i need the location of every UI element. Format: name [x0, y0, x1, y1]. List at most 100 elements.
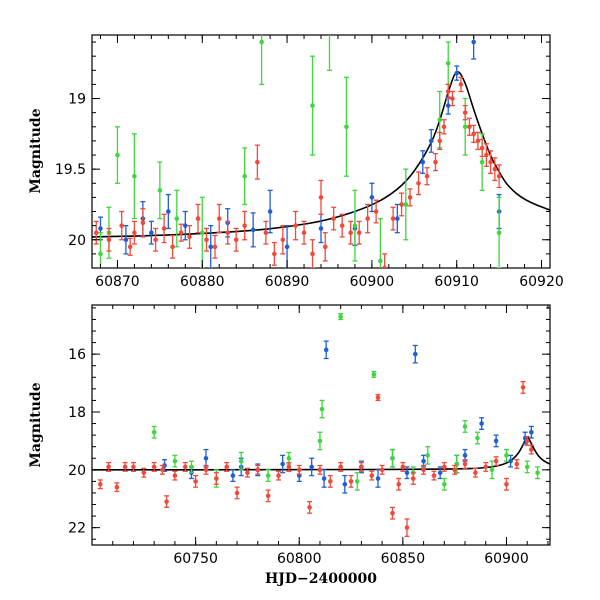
bottom-data-point	[193, 474, 199, 488]
bottom-data-point	[319, 399, 325, 419]
top-data-point	[433, 152, 438, 172]
bottom-data-point	[203, 448, 209, 468]
top-data-point	[343, 76, 349, 177]
bottom-data-point	[203, 464, 209, 475]
bottom-data-point	[172, 470, 178, 481]
top-y-tick-label: 20	[68, 233, 86, 249]
top-data-point	[242, 147, 248, 206]
bottom-data-point	[514, 459, 520, 470]
bottom-data-point	[369, 470, 375, 481]
bottom-data-point	[441, 461, 447, 472]
bottom-data-point	[389, 506, 395, 520]
bottom-data-point	[520, 380, 526, 394]
top-data-point	[416, 171, 422, 196]
bottom-y-tick-label: 22	[68, 521, 86, 537]
top-data-point	[352, 189, 358, 262]
bottom-data-point	[323, 340, 329, 360]
top-data-point	[170, 234, 176, 259]
bottom-x-tick-label: 60900	[484, 551, 529, 567]
bottom-data-point	[474, 431, 480, 445]
top-data-point	[496, 164, 502, 189]
bottom-data-point	[358, 461, 364, 472]
bottom-data-point	[276, 470, 282, 481]
top-data-point	[242, 210, 248, 241]
top-data-point	[466, 117, 472, 136]
top-data-point	[479, 138, 485, 158]
bottom-data-point	[493, 434, 499, 448]
top-data-point	[488, 150, 494, 175]
top-data-point	[280, 224, 286, 255]
top-data-point	[301, 220, 307, 245]
bottom-data-point	[338, 461, 344, 472]
top-data-point	[195, 203, 201, 234]
top-data-point	[331, 206, 337, 231]
bottom-data-point	[348, 474, 354, 488]
top-data-point	[318, 213, 324, 244]
top-x-tick-label: 60880	[180, 274, 225, 290]
bottom-data-point	[230, 469, 236, 483]
bottom-data-point	[437, 466, 443, 480]
top-data-point	[259, 35, 265, 86]
top-data-point	[263, 220, 269, 245]
top-data-point	[310, 55, 316, 156]
top-data-point	[140, 208, 146, 238]
bottom-data-points	[97, 313, 541, 537]
bottom-data-point	[528, 444, 534, 455]
bottom-y-tick-label: 18	[68, 405, 86, 421]
top-x-tick-label: 60900	[350, 274, 395, 290]
top-data-point	[123, 224, 129, 255]
bottom-y-axis-title: Magnitude	[28, 382, 44, 467]
bottom-data-point	[389, 448, 395, 468]
bottom-data-point	[238, 451, 244, 471]
top-data-point	[471, 35, 477, 60]
bottom-data-point	[479, 417, 485, 430]
top-data-point	[131, 133, 137, 220]
bottom-data-point	[371, 370, 377, 378]
top-data-point	[356, 220, 362, 245]
top-data-point	[394, 203, 400, 234]
top-data-point	[250, 212, 256, 248]
top-data-point	[93, 220, 99, 245]
bottom-data-point	[244, 467, 250, 478]
top-data-point	[318, 179, 324, 215]
bottom-data-point	[317, 431, 323, 451]
bottom-data-point	[425, 446, 431, 465]
bottom-data-point	[404, 466, 410, 480]
bottom-data-point	[122, 461, 128, 472]
top-data-point	[326, 35, 332, 71]
bottom-data-point	[375, 469, 381, 488]
bottom-data-point	[375, 393, 381, 402]
top-data-point	[424, 167, 430, 186]
bottom-data-point	[188, 460, 194, 474]
bottom-y-tick-label: 20	[68, 463, 86, 479]
bottom-data-point	[431, 470, 437, 481]
top-data-point	[161, 213, 167, 244]
top-x-tick-label: 60890	[265, 274, 310, 290]
top-data-point	[407, 188, 413, 207]
bottom-data-point	[309, 457, 315, 477]
top-x-tick-label: 60870	[95, 274, 140, 290]
bottom-panel: 60750 60800 60850 60900 16 18 20 22 Magnitude H…	[28, 304, 551, 587]
top-data-point	[399, 192, 405, 217]
bottom-data-point	[404, 518, 410, 537]
top-data-point	[458, 76, 464, 93]
bottom-x-tick-label: 60850	[381, 551, 426, 567]
top-data-point	[437, 131, 443, 151]
bottom-data-point	[321, 469, 327, 488]
bottom-data-point	[503, 477, 509, 491]
bottom-data-point	[452, 464, 458, 475]
top-data-point	[339, 213, 345, 238]
bottom-data-point	[421, 464, 427, 475]
top-data-point	[390, 206, 396, 231]
top-panel: 60870 60880 60890 60900 60910 60920 19 19.5 20 M…	[28, 34, 564, 290]
bottom-data-point	[151, 461, 157, 472]
bottom-data-point	[317, 464, 323, 475]
bottom-data-point	[441, 477, 447, 491]
bottom-data-point	[280, 454, 286, 474]
top-data-point	[454, 65, 460, 81]
top-data-point	[182, 210, 188, 241]
bottom-data-point	[234, 486, 240, 500]
top-data-point	[131, 220, 137, 245]
top-data-point	[157, 161, 163, 220]
bottom-data-point	[224, 461, 230, 472]
